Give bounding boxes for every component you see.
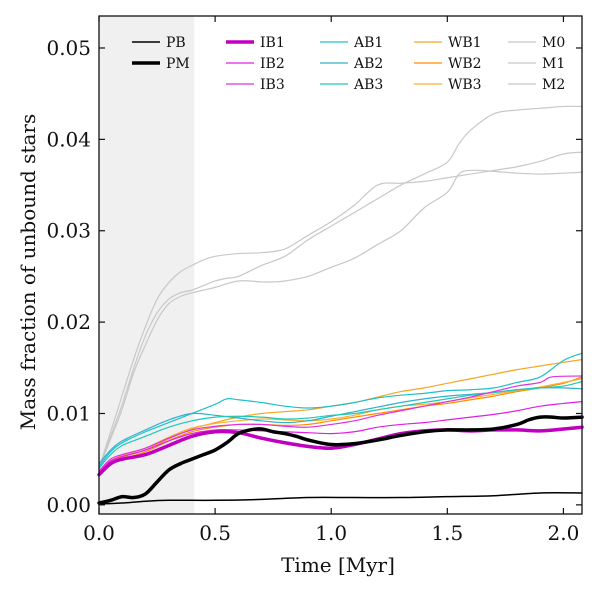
plot-frame <box>98 15 583 515</box>
x-tick-label: 0.5 <box>199 521 231 545</box>
y-tick-label: 0.04 <box>46 127 91 151</box>
y-ticks: 0.00 0.01 0.02 0.03 0.04 0.05 <box>46 36 582 517</box>
x-tick-label: 0.0 <box>83 521 115 545</box>
series-line-ib1 <box>97 425 584 477</box>
x-tick-label: 1.5 <box>431 521 463 545</box>
y-tick-label: 0.01 <box>46 401 91 425</box>
x-tick-label: 2.0 <box>548 521 580 545</box>
legend-label-wb1: WB1 <box>448 35 482 51</box>
legend: PB PM IB1 IB2 IB3 AB1 AB2 AB3 WB1 WB2 WB3 M0 M1 M2 <box>132 35 565 93</box>
legend-label-ab1: AB1 <box>353 35 383 51</box>
x-ticks: 0.0 0.5 1.0 1.5 2.0 <box>83 16 579 545</box>
series-lines <box>97 105 584 505</box>
legend-label-wb3: WB3 <box>448 77 482 93</box>
legend-label-ib1: IB1 <box>260 35 285 51</box>
y-tick-label: 0.00 <box>46 493 91 517</box>
series-line-ib2 <box>98 401 583 474</box>
x-tick-label: 1.0 <box>315 521 347 545</box>
series-line-ab3 <box>98 380 583 469</box>
series-line-m2 <box>98 169 583 469</box>
legend-label-ib2: IB2 <box>260 56 285 72</box>
series-line-pm <box>97 415 584 505</box>
legend-label-pb: PB <box>166 35 186 51</box>
legend-label-pm: PM <box>166 56 190 72</box>
series-line-pb <box>98 492 583 505</box>
legend-label-ib3: IB3 <box>260 77 285 93</box>
x-axis-title: Time [Myr] <box>281 553 395 577</box>
legend-label-m1: M1 <box>542 56 565 72</box>
legend-label-wb2: WB2 <box>448 56 482 72</box>
legend-label-m0: M0 <box>542 35 565 51</box>
legend-label-ab3: AB3 <box>353 77 383 93</box>
legend-label-m2: M2 <box>542 77 565 93</box>
y-tick-label: 0.05 <box>46 36 91 60</box>
series-line-ib3 <box>98 375 583 472</box>
series-line-ab1 <box>98 352 583 468</box>
y-axis-title: Mass fraction of unbound stars <box>16 114 40 430</box>
series-line-m0 <box>98 105 583 469</box>
y-tick-label: 0.02 <box>46 310 91 334</box>
legend-label-ab2: AB2 <box>353 56 383 72</box>
y-tick-label: 0.03 <box>46 219 91 243</box>
